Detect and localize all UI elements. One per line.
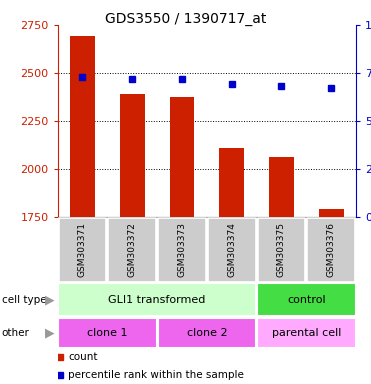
- Bar: [59, 218, 106, 281]
- Bar: [170, 97, 194, 217]
- Text: GDS3550 / 1390717_at: GDS3550 / 1390717_at: [105, 12, 266, 26]
- Text: cell type: cell type: [2, 295, 46, 305]
- Text: GSM303375: GSM303375: [277, 222, 286, 277]
- Text: ▶: ▶: [45, 327, 55, 339]
- Bar: [58, 283, 256, 316]
- Bar: [158, 218, 206, 281]
- Bar: [70, 36, 95, 217]
- Bar: [58, 318, 157, 348]
- Bar: [257, 318, 356, 348]
- Text: clone 1: clone 1: [87, 328, 128, 338]
- Text: count: count: [69, 352, 98, 362]
- Text: GLI1 transformed: GLI1 transformed: [108, 295, 206, 305]
- Bar: [257, 218, 305, 281]
- Text: GSM303373: GSM303373: [177, 222, 187, 277]
- Text: GSM303371: GSM303371: [78, 222, 87, 277]
- Text: control: control: [287, 295, 326, 305]
- Bar: [319, 209, 344, 217]
- Text: ▶: ▶: [45, 293, 55, 306]
- Bar: [269, 157, 294, 217]
- Text: percentile rank within the sample: percentile rank within the sample: [69, 370, 244, 380]
- Bar: [108, 218, 156, 281]
- Bar: [257, 283, 356, 316]
- Text: GSM303374: GSM303374: [227, 222, 236, 277]
- Text: other: other: [2, 328, 30, 338]
- Bar: [208, 218, 256, 281]
- Text: GSM303372: GSM303372: [128, 222, 137, 277]
- Text: parental cell: parental cell: [272, 328, 341, 338]
- Bar: [120, 94, 145, 217]
- Bar: [219, 148, 244, 217]
- Text: clone 2: clone 2: [187, 328, 227, 338]
- Bar: [158, 318, 256, 348]
- Text: GSM303376: GSM303376: [327, 222, 336, 277]
- Bar: [308, 218, 355, 281]
